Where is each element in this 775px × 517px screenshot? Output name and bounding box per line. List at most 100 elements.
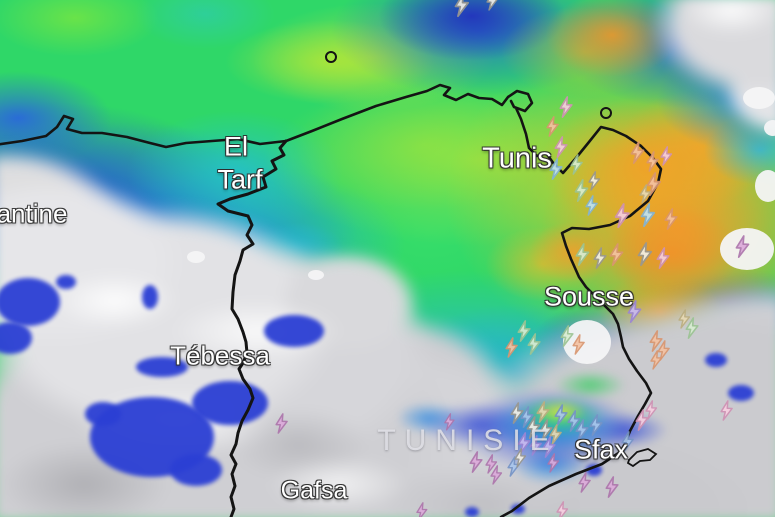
lightning-icon: [574, 179, 588, 203]
lightning-icon: [646, 150, 660, 172]
lightning-icon: [650, 350, 662, 370]
cloud-blob: [187, 251, 205, 263]
lightning-icon: [490, 465, 502, 485]
city-label-gafsa[interactable]: Gafsa: [280, 476, 348, 505]
city-label-tunis[interactable]: Tunis: [482, 142, 552, 175]
lightning-icon: [510, 402, 524, 424]
city-label-el[interactable]: El: [223, 131, 249, 162]
lightning-icon: [520, 406, 534, 428]
storm-cell-sfax: [400, 330, 670, 495]
lightning-icon: [678, 309, 690, 329]
lightning-icon: [585, 194, 599, 216]
lightning-icon: [556, 501, 568, 517]
lightning-icon: [560, 325, 574, 347]
rain-patch: [170, 454, 222, 486]
lightning-icon: [529, 434, 543, 456]
cloud-blob: [563, 320, 611, 364]
lightning-icon: [469, 451, 483, 473]
algeria-tunisia-border-path: [216, 139, 288, 517]
cloud-blob: [764, 120, 775, 136]
lightning-icon: [570, 153, 584, 175]
lightning-icon: [443, 413, 455, 431]
rain-patch: [586, 464, 602, 476]
city-label-antine[interactable]: antine: [0, 198, 68, 229]
lightning-icon: [527, 333, 541, 355]
lightning-icon: [578, 471, 592, 493]
lightning-icon: [609, 243, 623, 267]
rain-patch: [56, 275, 76, 289]
lightning-icon: [542, 436, 556, 458]
lightning-icon: [656, 247, 670, 269]
lightning-icon: [637, 242, 653, 266]
cloud-blob: [720, 228, 774, 270]
lightning-icon: [660, 146, 672, 166]
rain-patch: [728, 385, 754, 401]
lightning-icon: [507, 455, 521, 477]
lightning-icon: [536, 401, 550, 423]
lightning-icon: [635, 409, 649, 431]
lightning-icon: [621, 430, 635, 452]
lightning-icon: [514, 448, 526, 468]
kerkennah-islands-outline: [626, 448, 658, 468]
lightning-icon: [639, 184, 651, 204]
lightning-icon: [646, 172, 662, 196]
country-label-tunisie: TUNISIE: [377, 424, 559, 457]
lightning-icon: [664, 208, 678, 230]
lightning-icon: [593, 247, 607, 269]
city-label-sousse[interactable]: Sousse: [543, 281, 635, 312]
lightning-icon: [720, 399, 734, 421]
lightning-icon: [454, 0, 470, 17]
lightning-icon: [589, 414, 603, 436]
cloud-blob: [755, 170, 775, 202]
lightning-icon: [526, 416, 540, 440]
lightning-icon: [275, 412, 289, 434]
lightning-icon: [547, 453, 559, 473]
city-label-tarf[interactable]: Tarf: [217, 164, 263, 195]
lightning-icon: [572, 333, 586, 355]
island-outline: [600, 107, 612, 119]
lightning-icon: [549, 423, 563, 445]
lightning-icon: [539, 419, 553, 441]
lightning-icon: [605, 476, 619, 498]
lightning-icon: [567, 410, 581, 432]
lightning-icon: [485, 454, 497, 474]
lightning-icon: [630, 141, 644, 165]
city-label-tbessa[interactable]: Tébessa: [170, 340, 270, 371]
rain-patch: [85, 402, 121, 426]
rain-patch: [192, 381, 268, 425]
lightning-icon: [554, 136, 568, 158]
lightning-icon: [640, 203, 656, 227]
rain-patch: [465, 507, 479, 517]
rain-patch: [511, 504, 525, 514]
lightning-icon: [546, 115, 560, 137]
lightning-icon: [649, 330, 663, 352]
lightning-icon: [614, 203, 630, 229]
lightning-icon: [505, 336, 519, 358]
lightning-icon: [575, 243, 589, 267]
lightning-icon: [549, 158, 563, 180]
lightning-icon: [575, 419, 589, 441]
cloud-blob: [308, 270, 324, 280]
lightning-icon: [486, 0, 498, 11]
rain-patch: [264, 315, 324, 347]
lightning-icon: [416, 501, 428, 517]
cloud-blob: [743, 87, 775, 109]
city-label-sfax[interactable]: Sfax: [573, 434, 629, 465]
lightning-icon: [627, 300, 641, 324]
lightning-icon: [559, 96, 573, 118]
rain-patch: [142, 285, 158, 309]
lightning-icon: [685, 317, 699, 339]
rain-patch: [136, 357, 188, 377]
lightning-icon: [588, 171, 600, 191]
rain-patch: [705, 353, 727, 367]
islands-group: [325, 51, 612, 119]
lightning-icon: [517, 320, 531, 342]
lightning-icon: [735, 235, 749, 259]
rain-patch: [0, 278, 60, 326]
cloud-blobs-group: [187, 87, 775, 364]
